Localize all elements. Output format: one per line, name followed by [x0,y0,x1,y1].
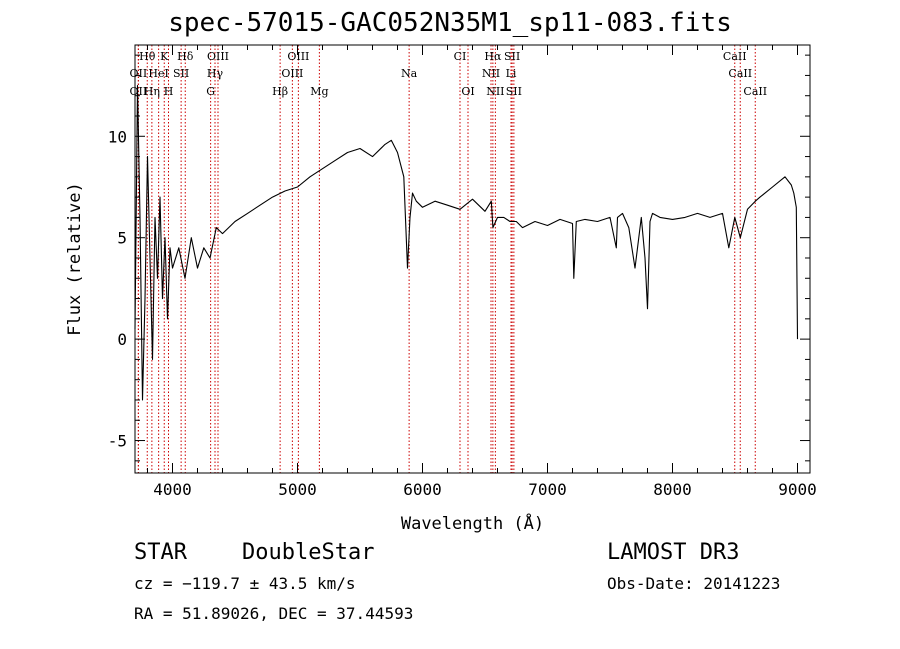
spectral-line-label: SII [506,85,522,98]
spectral-line-label: Hθ [139,50,156,63]
spectral-line-label: NII [482,67,500,80]
y-tick-label: 0 [117,330,127,349]
x-axis-label: Wavelength (Å) [401,512,544,534]
spectral-line-label: OIII [287,50,309,63]
spectral-line-label: G [206,85,215,98]
y-tick-label: 5 [117,229,127,248]
spectral-line-label: OII [130,85,148,98]
x-tick-label: 6000 [403,480,442,499]
y-tick-label: -5 [108,432,127,451]
spectral-line-label: Hα [484,50,502,63]
spectral-line-label: Na [401,67,418,80]
spectral-line-label: SII [173,67,189,80]
spectral-line-label: CaII [723,50,747,63]
spectral-line-label: H [164,85,174,98]
spectral-line-label: NII [486,85,504,98]
spectral-line-label: CaII [743,85,767,98]
observation-date: Obs-Date: 20141223 [607,574,781,593]
survey-name: LAMOST DR3 [607,540,740,565]
spectral-line-label: Hη [144,85,160,98]
spectral-line-label: HeI [148,67,168,80]
spectral-line-label: OIII [281,67,303,80]
spectral-line-label: OI [461,85,474,98]
redshift-velocity: cz = −119.7 ± 43.5 km/s [134,574,356,593]
spectral-line-label: CaII [728,67,752,80]
spectral-line-label: Li [506,67,517,80]
x-tick-label: 5000 [278,480,317,499]
plot-frame [134,44,811,474]
spectral-line-label: Hβ [272,85,288,98]
x-tick-label: 4000 [153,480,192,499]
y-tick-label: 10 [108,127,127,146]
chart-title: spec-57015-GAC052N35M1_sp11-083.fits [168,8,732,38]
spectral-line-label: Hδ [177,50,194,63]
y-axis-label: Flux (relative) [65,182,85,336]
spectral-line-label: K [160,50,169,63]
spectral-line-label: Hγ [207,67,224,80]
object-class: STAR [134,540,187,565]
spectral-line-label: Mg [310,85,328,98]
object-subclass: DoubleStar [242,540,375,565]
x-tick-label: 7000 [528,480,567,499]
spectral-line-label: SII [504,50,520,63]
spectral-line-label: OII [130,67,148,80]
sky-coordinates: RA = 51.89026, DEC = 37.44593 [134,604,414,623]
x-tick-label: 9000 [778,480,817,499]
spectrum-line [134,85,799,401]
spectral-line-label: OIII [207,50,229,63]
spectral-line-label: CI [454,50,467,63]
x-tick-label: 8000 [653,480,692,499]
